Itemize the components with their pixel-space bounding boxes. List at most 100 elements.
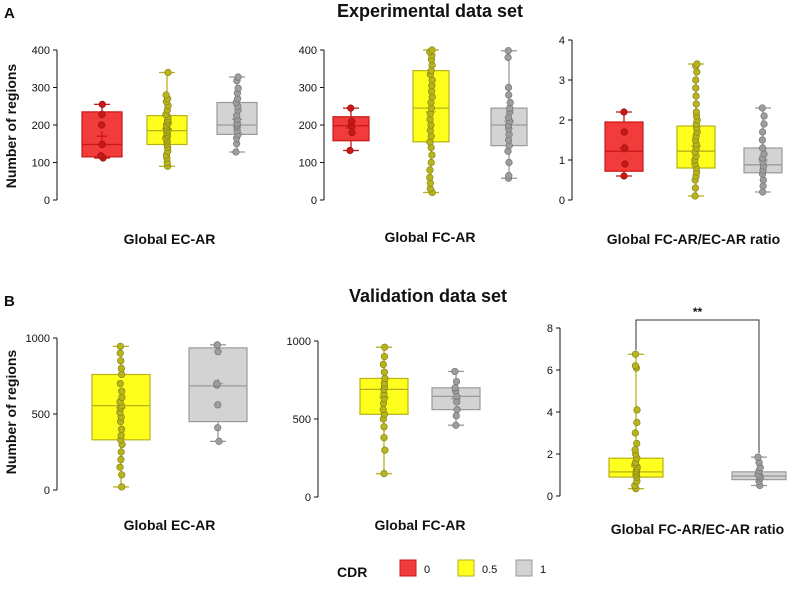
y-tick-label: 0: [44, 195, 50, 207]
y-tick-label: 200: [32, 120, 50, 132]
data-point: [348, 117, 356, 125]
data-point: [98, 121, 106, 129]
data-point: [452, 412, 460, 420]
data-point: [117, 431, 125, 439]
data-point: [504, 47, 512, 55]
legend-label-05: 0.5: [482, 564, 497, 576]
title-validation: Validation data set: [349, 286, 507, 306]
y-tick-label: 1000: [287, 336, 311, 348]
y-tick-label: 400: [32, 45, 50, 57]
data-point: [116, 342, 125, 350]
y-tick-label: 8: [547, 323, 553, 335]
data-point: [691, 184, 700, 192]
data-point: [759, 188, 767, 196]
box-group-cdr-05: [608, 350, 664, 493]
chart-val-fc: 0 500 1000 Global FC-AR: [287, 336, 481, 533]
data-point: [98, 110, 106, 119]
data-point: [380, 470, 388, 478]
y-tick-label: 300: [299, 83, 317, 95]
data-point: [620, 128, 628, 136]
data-point: [215, 437, 223, 445]
legend-label-0: 0: [424, 564, 430, 576]
y-tick-label: 0: [311, 195, 317, 207]
y-tick-label: 2: [559, 115, 565, 127]
y-tick-label: 6: [547, 365, 553, 377]
box-group-cdr-1: [731, 453, 787, 490]
box-group-cdr-1: [431, 367, 481, 429]
data-point: [118, 370, 126, 379]
data-point: [505, 172, 513, 180]
data-point: [98, 140, 106, 149]
chart-exp-ec: 0 100 200 300 400 Global EC-AR: [32, 45, 258, 247]
box-group-cdr-05: [676, 60, 716, 200]
legend-swatch-0: [399, 559, 417, 577]
legend-title: CDR: [337, 564, 367, 580]
data-point: [693, 68, 701, 76]
x-axis-label: Global EC-AR: [124, 517, 216, 533]
box-group-cdr-0: [81, 100, 123, 162]
data-point: [633, 439, 641, 448]
data-point: [759, 144, 767, 152]
data-point: [426, 173, 434, 182]
data-point: [232, 148, 240, 156]
box-group-cdr-0: [604, 108, 644, 180]
data-point: [759, 176, 767, 184]
y-tick-label: 4: [559, 35, 565, 47]
data-point: [381, 374, 389, 383]
y-tick-label: 3: [559, 75, 565, 87]
data-point: [452, 377, 461, 386]
x-axis-label: Global EC-AR: [124, 231, 216, 247]
data-point: [234, 73, 242, 81]
data-point: [633, 406, 641, 414]
significance-stars: **: [693, 305, 703, 319]
data-point: [116, 380, 124, 388]
y-axis-label-b: Number of regions: [3, 350, 19, 475]
data-point: [506, 98, 514, 107]
title-experimental: Experimental data set: [337, 1, 523, 21]
data-point: [692, 76, 700, 84]
x-axis-label: Global FC-AR: [375, 517, 466, 533]
data-point: [116, 463, 124, 471]
significance-bracket: [635, 319, 760, 454]
y-tick-label: 2: [547, 449, 553, 461]
data-point: [754, 453, 762, 461]
box-group-cdr-05: [146, 68, 188, 170]
y-tick-label: 0: [547, 491, 553, 503]
data-point: [381, 343, 389, 351]
box-group-cdr-05: [359, 343, 409, 478]
chart-exp-fc: 0 100 200 300 400 Global FC-AR: [299, 45, 528, 245]
chart-exp-ratio: 0 1 2 3 4 Global FC-AR/EC-AR ratio: [559, 35, 783, 247]
data-point: [164, 68, 172, 77]
data-point: [452, 421, 460, 429]
data-point: [380, 423, 388, 431]
data-point: [428, 151, 436, 159]
chart-val-ec: 0 500 1000 Global EC-AR: [26, 333, 248, 533]
data-point: [426, 166, 434, 174]
data-point: [117, 456, 125, 464]
data-point: [692, 84, 700, 92]
data-point: [98, 100, 106, 108]
data-point: [620, 108, 628, 116]
x-axis-label: Global FC-AR/EC-AR ratio: [611, 521, 784, 537]
legend: CDR 0 0.5 1: [337, 559, 546, 580]
data-point: [691, 192, 699, 200]
panel-label-a: A: [4, 5, 15, 22]
y-tick-label: 0: [559, 195, 565, 207]
legend-swatch-05: [457, 559, 475, 577]
y-tick-label: 500: [293, 414, 311, 426]
data-point: [631, 446, 639, 454]
data-point: [692, 100, 700, 108]
data-point: [117, 357, 125, 365]
x-axis-label: Global FC-AR: [385, 229, 476, 245]
y-tick-label: 1000: [26, 333, 50, 345]
data-point: [620, 172, 628, 180]
panel-label-b: B: [4, 293, 15, 310]
data-point: [758, 104, 766, 112]
data-point: [760, 150, 768, 158]
data-point: [97, 152, 105, 160]
y-tick-label: 100: [32, 158, 50, 170]
x-axis-label: Global FC-AR/EC-AR ratio: [607, 231, 780, 247]
